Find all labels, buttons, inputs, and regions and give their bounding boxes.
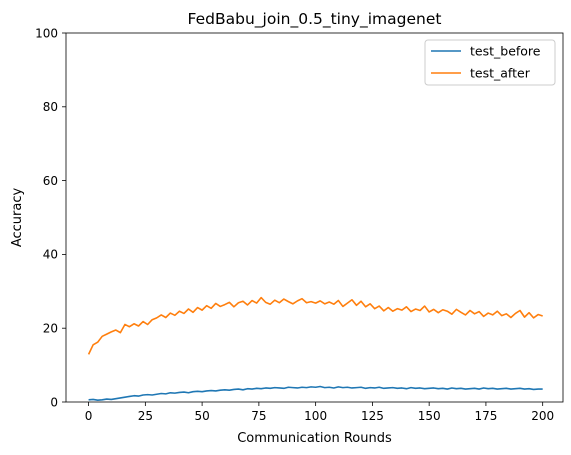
x-tick-label: 100 — [304, 409, 327, 423]
x-tick-label: 150 — [418, 409, 441, 423]
x-tick-label: 125 — [361, 409, 384, 423]
legend-label-test-before: test_before — [470, 44, 541, 59]
x-tick-label: 200 — [531, 409, 554, 423]
chart-title: FedBabu_join_0.5_tiny_imagenet — [188, 10, 442, 29]
y-tick-label: 40 — [43, 248, 58, 262]
y-tick-label: 0 — [50, 395, 58, 409]
x-tick-label: 175 — [474, 409, 497, 423]
y-tick-label: 100 — [35, 26, 58, 40]
x-tick-label: 75 — [251, 409, 266, 423]
y-tick-label: 60 — [43, 174, 58, 188]
series-layer — [87, 296, 543, 401]
x-axis-ticks: 0 25 50 75 100 125 150 175 200 — [85, 402, 554, 423]
x-tick-label: 50 — [194, 409, 209, 423]
x-tick-label: 0 — [85, 409, 93, 423]
y-axis-ticks: 0 20 40 60 80 100 — [35, 26, 66, 409]
plot-frame — [65, 32, 564, 403]
y-tick-label: 80 — [43, 100, 58, 114]
legend-label-test-after: test_after — [470, 66, 531, 81]
x-axis-label: Communication Rounds — [237, 431, 392, 446]
series-line-test-after — [87, 296, 543, 355]
series-line-test-before — [88, 385, 543, 401]
plot-area — [66, 33, 563, 402]
y-axis-label: Accuracy — [10, 188, 25, 248]
x-tick-label: 25 — [138, 409, 153, 423]
legend: test_before test_after — [424, 39, 556, 86]
y-tick-label: 20 — [43, 322, 58, 336]
